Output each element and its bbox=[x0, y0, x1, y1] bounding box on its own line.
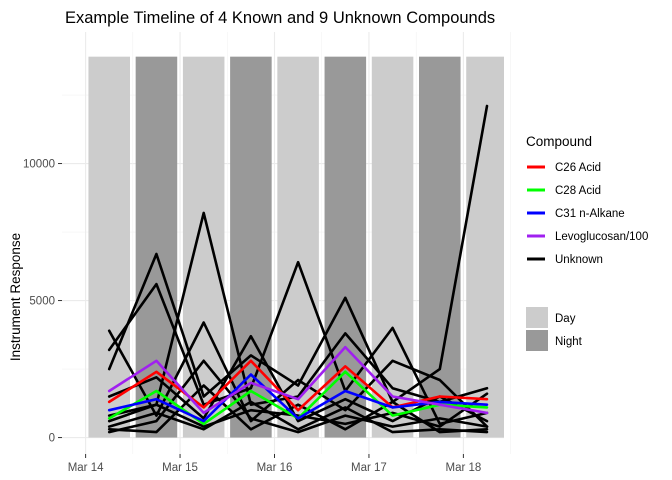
legend-fill-label-0: Day bbox=[555, 313, 576, 325]
series-line-3 bbox=[107, 345, 489, 415]
period-band-night-1 bbox=[135, 56, 178, 438]
legend-fill-label-1: Night bbox=[555, 336, 583, 348]
legend-key-fill-0 bbox=[526, 307, 548, 328]
period-band-day-2 bbox=[182, 56, 225, 438]
chart-title: Example Timeline of 4 Known and 9 Unknow… bbox=[65, 9, 495, 27]
x-tick-label-0: Mar 14 bbox=[68, 462, 104, 474]
series-line-0 bbox=[107, 359, 489, 412]
x-tick-label-1: Mar 15 bbox=[162, 462, 198, 474]
legend-label-0: C26 Acid bbox=[555, 162, 601, 174]
legend-label-1: C28 Acid bbox=[555, 185, 601, 197]
y-tick-label-2: 10000 bbox=[23, 159, 55, 171]
series-line-2 bbox=[107, 373, 489, 423]
unknown-series-line-2 bbox=[107, 211, 489, 417]
period-band-night-3 bbox=[230, 56, 272, 438]
legend-label-3: Levoglucosan/100 bbox=[555, 231, 648, 243]
legend-label-2: C31 n-Alkane bbox=[555, 208, 625, 220]
period-band-day-0 bbox=[88, 56, 130, 438]
y-tick-label-1: 5000 bbox=[29, 296, 55, 308]
x-tick-label-4: Mar 18 bbox=[445, 462, 481, 474]
legend-key-fill-1 bbox=[526, 330, 548, 351]
unknown-series-line-1 bbox=[107, 260, 489, 426]
unknown-series-lines bbox=[107, 104, 489, 434]
y-axis-title: Instrument Response bbox=[8, 233, 23, 361]
x-tick-label-2: Mar 16 bbox=[257, 462, 293, 474]
y-tick-label-0: 0 bbox=[49, 433, 55, 445]
legend-label-4: Unknown bbox=[555, 254, 603, 266]
unknown-series-line-8 bbox=[107, 384, 489, 434]
x-tick-label-3: Mar 17 bbox=[351, 462, 387, 474]
period-band-day-4 bbox=[277, 56, 319, 438]
legend-title: Compound bbox=[526, 134, 592, 149]
unknown-series-line-0 bbox=[107, 104, 489, 404]
known-series-lines bbox=[107, 345, 489, 426]
legend: Compound C26 Acid C28 Acid C31 n-Alkane Lev… bbox=[526, 134, 648, 351]
axes: 0 5000 10000 Mar 14 Mar 15 Mar 16 Mar 17 Mar 18 bbox=[23, 159, 481, 474]
